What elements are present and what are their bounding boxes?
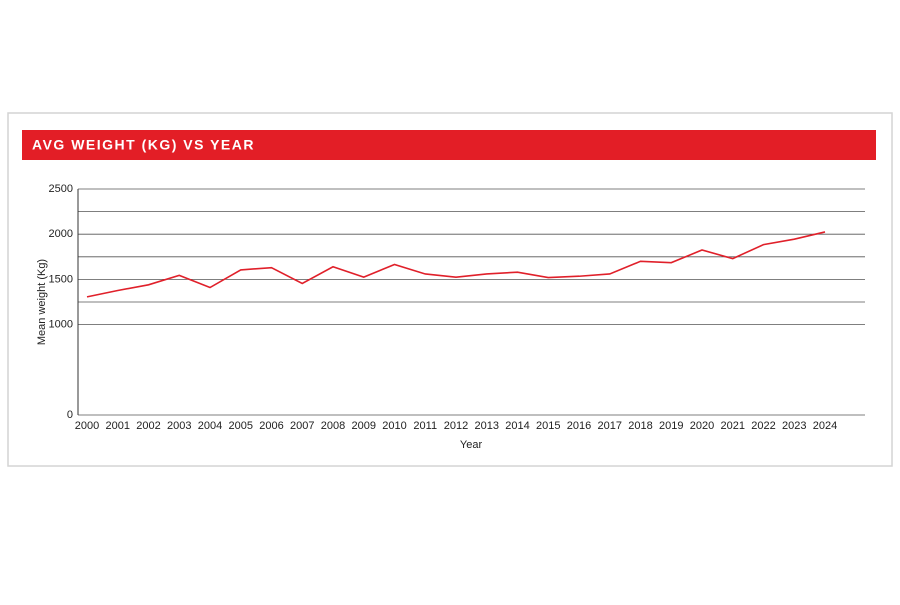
x-tick-label: 2000 <box>75 420 99 432</box>
x-axis-label: Year <box>460 439 483 451</box>
x-tick-label: 2003 <box>167 420 191 432</box>
x-tick-label: 2012 <box>444 420 468 432</box>
y-tick-label: 1500 <box>49 273 73 285</box>
x-tick-label: 2018 <box>628 420 652 432</box>
x-tick-label: 2014 <box>505 420 529 432</box>
y-tick-label: 2500 <box>49 183 73 195</box>
x-tick-label: 2017 <box>598 420 622 432</box>
y-tick-label: 2000 <box>49 228 73 240</box>
x-tick-label: 2002 <box>136 420 160 432</box>
x-tick-label: 2007 <box>290 420 314 432</box>
x-tick-label: 2010 <box>382 420 406 432</box>
x-tick-label: 2023 <box>782 420 806 432</box>
x-tick-label: 2006 <box>259 420 283 432</box>
x-tick-label: 2004 <box>198 420 222 432</box>
x-tick-label: 2005 <box>229 420 253 432</box>
card <box>7 112 893 467</box>
x-tick-label: 2011 <box>413 420 437 432</box>
chart-title: AVG WEIGHT (KG) VS YEAR <box>32 137 255 153</box>
x-tick-label: 2009 <box>352 420 376 432</box>
x-tick-label: 2016 <box>567 420 591 432</box>
y-axis-label: Mean weight (Kg) <box>36 259 48 345</box>
header-bar <box>22 130 876 160</box>
x-tick-label: 2021 <box>721 420 745 432</box>
x-tick-label: 2024 <box>813 420 837 432</box>
x-tick-label: 2008 <box>321 420 345 432</box>
data-line <box>86 231 826 298</box>
x-tick-label: 2015 <box>536 420 560 432</box>
x-tick-label: 2001 <box>106 420 130 432</box>
x-tick-label: 2020 <box>690 420 714 432</box>
x-tick-label: 2019 <box>659 420 683 432</box>
y-tick-label: 1000 <box>49 319 73 331</box>
x-tick-label: 2022 <box>751 420 775 432</box>
y-tick-label: 0 <box>67 409 73 421</box>
x-tick-label: 2013 <box>475 420 499 432</box>
